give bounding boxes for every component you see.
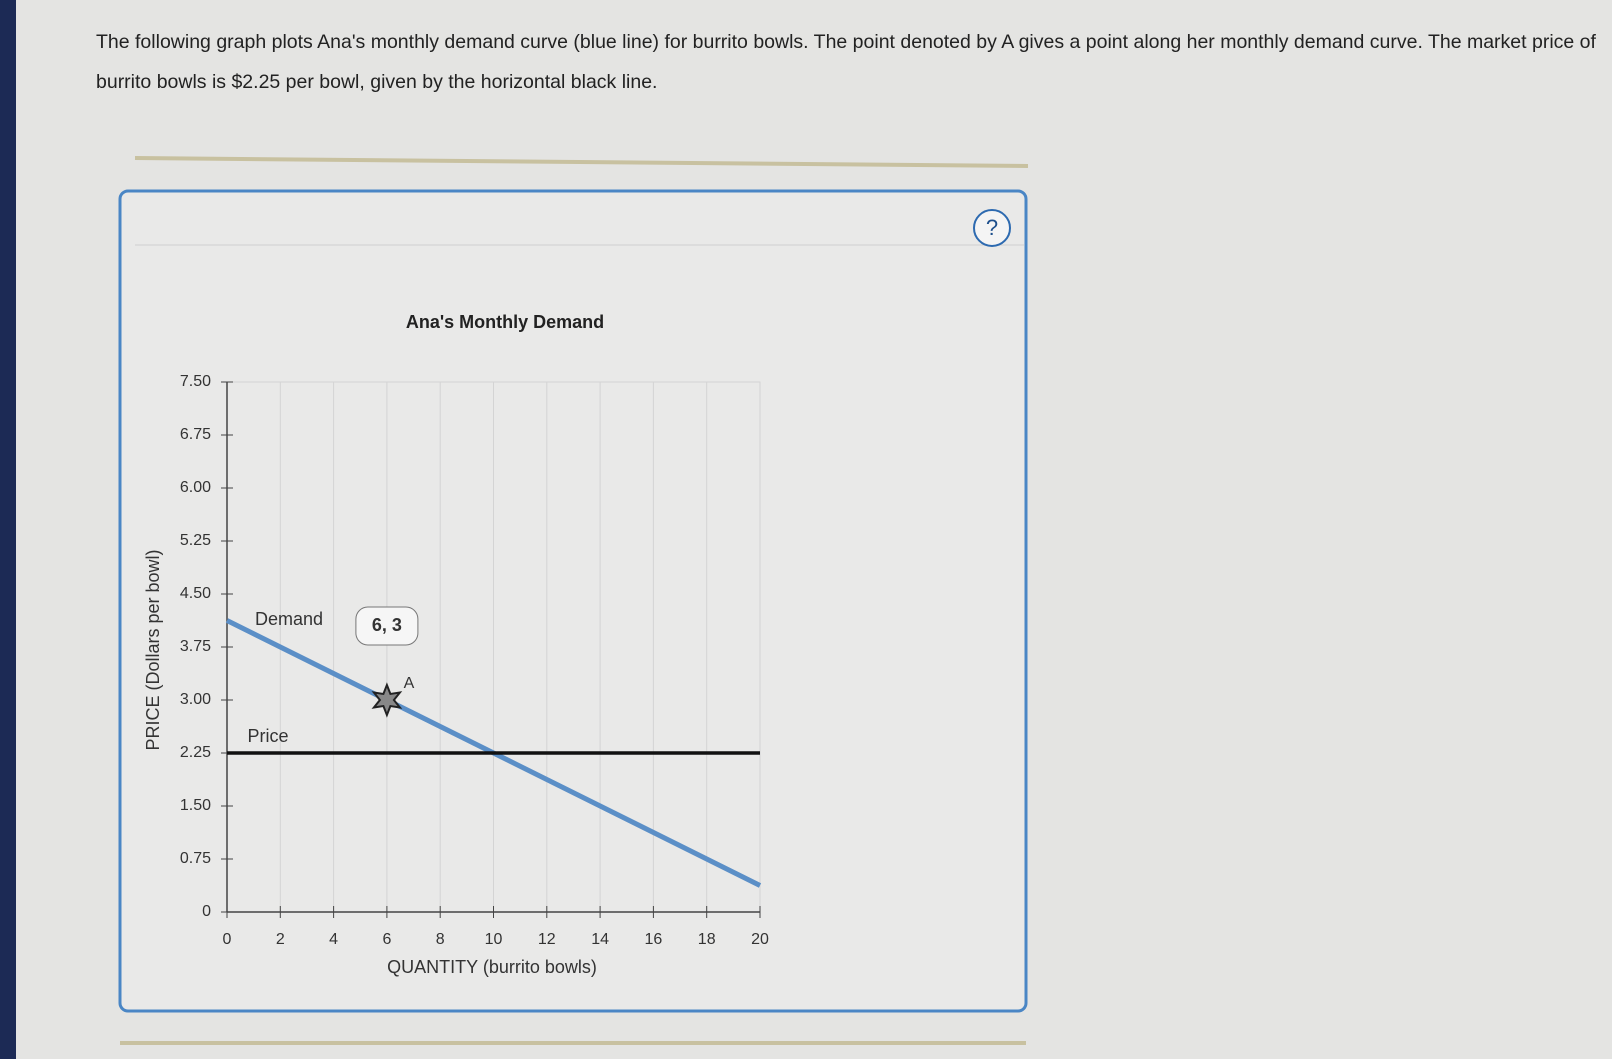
y-tick-label: 6.75 [180, 426, 211, 443]
x-tick-label: 16 [645, 931, 663, 948]
question-text: The following graph plots Ana's monthly … [96, 31, 1596, 93]
y-tick-label: 6.00 [180, 479, 211, 496]
x-tick-label: 20 [751, 931, 769, 948]
y-axis-label: PRICE (Dollars per bowl) [143, 549, 163, 750]
point-tooltip-text: 6, 3 [372, 615, 402, 635]
x-tick-label: 0 [223, 931, 232, 948]
y-tick-label: 2.25 [180, 744, 211, 761]
x-tick-label: 6 [382, 931, 391, 948]
x-axis-label: QUANTITY (burrito bowls) [387, 957, 597, 977]
point-marker [371, 682, 403, 718]
y-tick-label: 3.00 [180, 691, 211, 708]
x-tick-label: 12 [538, 931, 556, 948]
y-tick-label: 1.50 [180, 797, 211, 814]
point-name: A [404, 675, 415, 692]
series-label: Demand [255, 609, 323, 629]
x-tick-label: 8 [436, 931, 445, 948]
y-tick-label: 7.50 [180, 373, 211, 390]
series-label: Price [247, 726, 288, 746]
x-tick-label: 4 [329, 931, 338, 948]
chart-title: Ana's Monthly Demand [406, 312, 604, 332]
help-button[interactable] [973, 209, 1011, 247]
help-icon[interactable]: ? [986, 215, 998, 240]
x-tick-label: 2 [276, 931, 285, 948]
y-tick-label: 0 [202, 903, 211, 920]
graph-panel [118, 189, 1028, 1013]
y-tick-label: 0.75 [180, 850, 211, 867]
divider [134, 156, 1029, 168]
x-tick-label: 10 [485, 931, 503, 948]
x-tick-label: 14 [591, 931, 609, 948]
y-tick-label: 4.50 [180, 585, 211, 602]
x-tick-label: 18 [698, 931, 716, 948]
point-tooltip [355, 606, 419, 646]
y-tick-label: 3.75 [180, 638, 211, 655]
left-edge [0, 0, 16, 1059]
y-tick-label: 5.25 [180, 532, 211, 549]
